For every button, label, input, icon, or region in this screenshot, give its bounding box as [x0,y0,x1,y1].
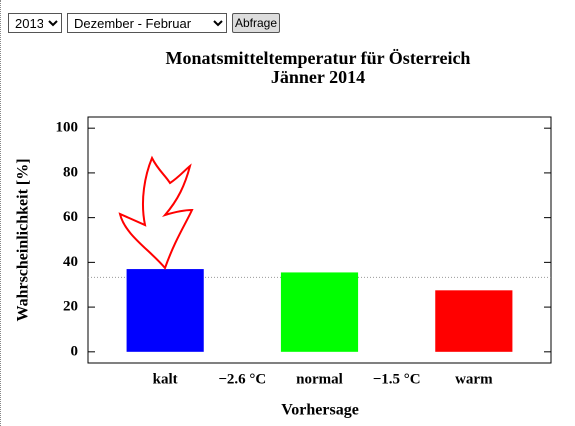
y-tick-label: 0 [71,343,79,359]
bar [280,272,359,352]
y-tick-label: 40 [63,254,78,270]
x-tick-label: warm [455,371,493,387]
y-tick-label: 20 [63,299,78,315]
x-axis-label: Vorhersage [281,402,359,419]
y-axis-label: Wahrscheinlichkeit [%] [15,158,32,321]
y-tick-label: 100 [56,120,79,136]
plot-frame [87,116,552,364]
chart-subtitle: Jänner 2014 [271,67,365,87]
bar [435,290,513,352]
threshold-label: −2.6 °C [218,371,266,387]
bar [126,269,204,352]
y-tick-label: 60 [63,209,78,225]
y-tick-label: 80 [63,164,78,180]
threshold-label: −1.5 °C [373,371,421,387]
flame-drawing [118,155,194,270]
chart-title: Monatsmitteltemperatur für Österreich [166,48,471,68]
season-select[interactable]: Dezember - Februar [67,13,227,33]
year-select[interactable]: 2013 [8,13,62,33]
controls: 2013 Dezember - Februar Abfrage [8,13,281,33]
x-tick-label: kalt [153,371,178,387]
query-button[interactable]: Abfrage [232,13,281,33]
x-tick-label: normal [296,371,343,387]
